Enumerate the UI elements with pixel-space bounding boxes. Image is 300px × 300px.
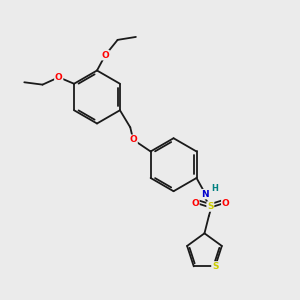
Text: O: O: [191, 199, 199, 208]
Text: O: O: [222, 199, 230, 208]
Text: S: S: [212, 262, 218, 271]
Text: O: O: [55, 73, 63, 82]
Text: O: O: [101, 51, 109, 60]
Text: S: S: [207, 202, 214, 211]
Text: O: O: [129, 135, 137, 144]
Text: N: N: [202, 190, 209, 199]
Text: H: H: [212, 184, 218, 194]
